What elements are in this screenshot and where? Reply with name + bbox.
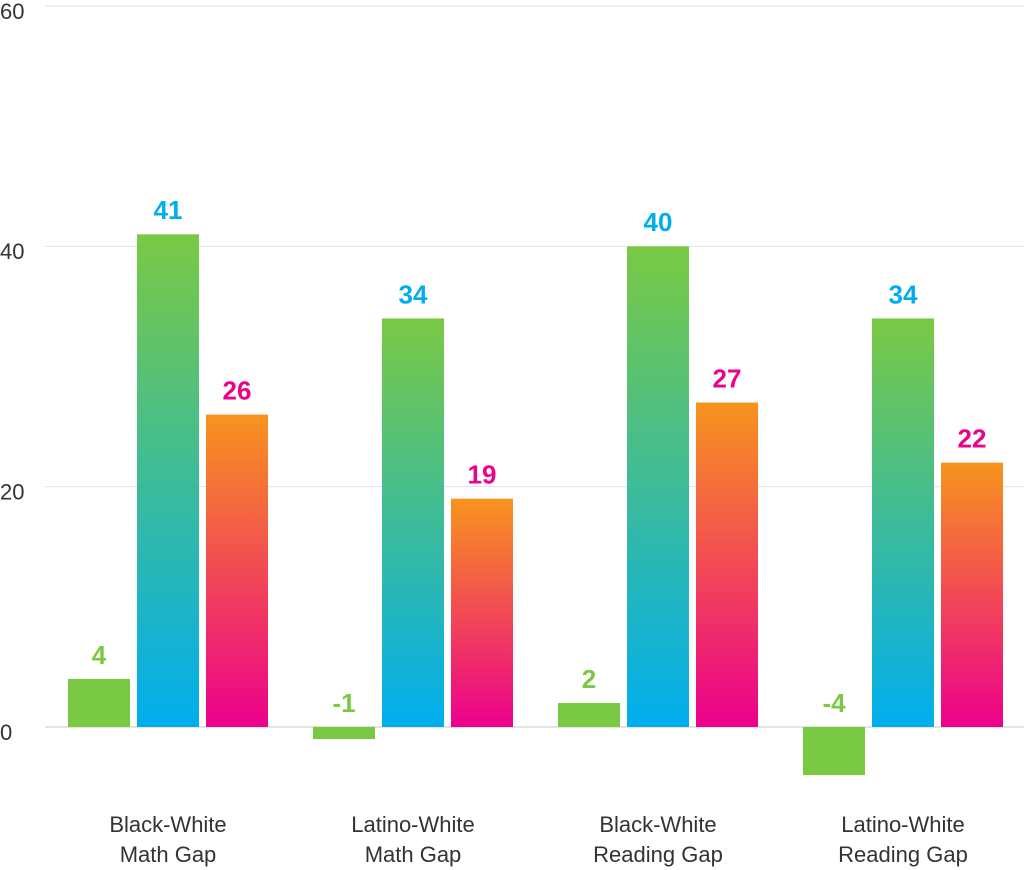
x-tick-label: Black-White Math Gap: [109, 812, 227, 867]
value-label: -1: [332, 688, 355, 718]
bar: [382, 318, 444, 727]
value-label: 26: [223, 375, 252, 405]
value-label: 34: [889, 279, 918, 309]
bar: [558, 702, 620, 727]
value-label: 19: [468, 460, 497, 490]
bar: [451, 498, 513, 727]
y-tick-label: 20: [0, 479, 24, 504]
bar: [206, 414, 268, 727]
value-label: 34: [399, 279, 428, 309]
y-tick-label: 60: [0, 0, 24, 24]
value-label: 27: [713, 363, 742, 393]
x-tick-label: Latino-White Math Gap: [351, 812, 475, 867]
bar: [627, 246, 689, 728]
bar: [803, 727, 865, 776]
bar: [68, 678, 130, 727]
bar: [313, 727, 375, 740]
y-tick-label: 0: [0, 720, 12, 745]
value-label: 22: [958, 424, 987, 454]
bar: [696, 402, 758, 727]
x-tick-label: Latino-White Reading Gap: [838, 812, 968, 867]
value-label: 40: [644, 207, 673, 237]
value-label: 4: [92, 640, 107, 670]
y-tick-label: 40: [0, 239, 24, 264]
value-label: 2: [582, 664, 596, 694]
bar: [941, 462, 1003, 727]
x-tick-label: Black-White Reading Gap: [593, 812, 723, 867]
bar: [137, 234, 199, 728]
bar: [872, 318, 934, 727]
value-label: -4: [822, 688, 846, 718]
value-label: 41: [154, 195, 183, 225]
